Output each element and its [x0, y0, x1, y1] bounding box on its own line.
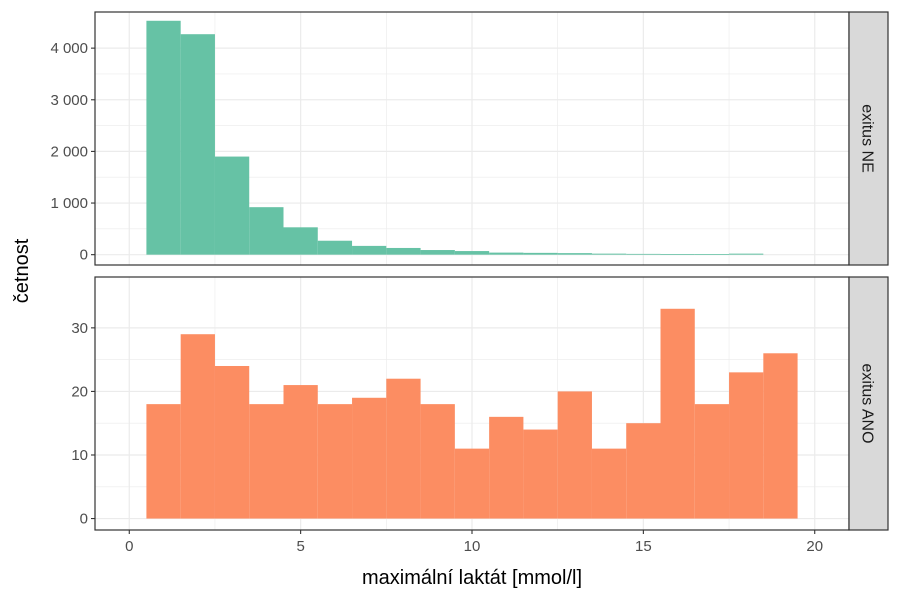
histogram-bar	[352, 245, 387, 255]
histogram-bar	[386, 247, 421, 255]
x-axis-title: maximální laktát [mmol/l]	[362, 567, 582, 589]
x-tick-label: 20	[806, 538, 823, 555]
histogram-bar	[386, 378, 421, 519]
histogram-bar	[660, 254, 695, 255]
histogram-bar	[523, 252, 558, 255]
histogram-bar	[317, 240, 353, 255]
y-tick-label: 0	[80, 247, 88, 264]
histogram-bar	[763, 353, 798, 519]
strip-label: exitus NE	[859, 104, 876, 172]
histogram-bar	[626, 423, 661, 519]
x-tick-label: 15	[635, 538, 652, 555]
histogram-bar	[420, 404, 455, 519]
histogram-bar	[352, 397, 387, 519]
histogram-bar	[249, 207, 284, 255]
facet-strip: exitus ANO	[848, 276, 889, 531]
histogram-bar	[489, 416, 524, 519]
histogram-bar	[729, 253, 764, 255]
y-axis: 0 1 000 2 000 3 000 4 000	[50, 40, 95, 264]
strip-background	[848, 276, 889, 531]
y-axis: 0 10 20 30	[71, 320, 95, 528]
histogram-bar	[694, 404, 730, 519]
y-tick-label: 2 000	[50, 143, 88, 160]
y-tick-label: 10	[71, 447, 88, 464]
y-tick-label: 4 000	[50, 40, 88, 57]
histogram-bar	[557, 391, 592, 519]
bars	[146, 20, 764, 255]
y-axis-title: četnost	[11, 238, 33, 303]
histogram-bar	[146, 20, 181, 255]
panel-2: 0 10 20 30 exitus ANO	[71, 276, 889, 531]
histogram-bar	[454, 448, 490, 519]
histogram-bar	[420, 250, 455, 255]
histogram-bar	[214, 365, 250, 519]
panel-1: 0 1 000 2 000 3 000 4 000 exitus NE	[50, 11, 889, 266]
histogram-bar	[146, 404, 181, 519]
x-tick-label: 10	[464, 538, 481, 555]
histogram-bar	[283, 385, 318, 519]
y-tick-label: 0	[80, 511, 88, 528]
histogram-bar	[214, 156, 250, 255]
y-tick-label: 1 000	[50, 195, 88, 212]
histogram-bar	[180, 334, 215, 519]
facet-strip: exitus NE	[848, 11, 889, 266]
histogram-bar	[249, 404, 284, 519]
y-tick-label: 3 000	[50, 92, 88, 109]
histogram-bar	[523, 429, 558, 519]
histogram-bar	[591, 448, 627, 519]
y-tick-label: 20	[71, 383, 88, 400]
histogram-bar	[729, 372, 764, 519]
histogram-bar	[694, 254, 730, 255]
x-axis: 0 5 10 15 20	[125, 530, 823, 555]
histogram-bar	[591, 253, 627, 255]
histogram-bar	[317, 404, 353, 519]
histogram-bar	[489, 252, 524, 255]
histogram-bar	[454, 251, 490, 255]
histogram-bar	[626, 253, 661, 255]
panels-layer: 0 1 000 2 000 3 000 4 000 exitus NE 0 10 20 30 exi…	[50, 11, 889, 531]
strip-label: exitus ANO	[859, 363, 876, 443]
histogram-bar	[557, 253, 592, 255]
y-tick-label: 30	[71, 320, 88, 337]
bars	[146, 308, 798, 519]
x-tick-label: 0	[125, 538, 133, 555]
histogram-bar	[283, 227, 318, 255]
strip-background	[848, 11, 889, 266]
histogram-bar	[660, 308, 695, 519]
x-tick-label: 5	[296, 538, 304, 555]
histogram-bar	[180, 34, 215, 255]
